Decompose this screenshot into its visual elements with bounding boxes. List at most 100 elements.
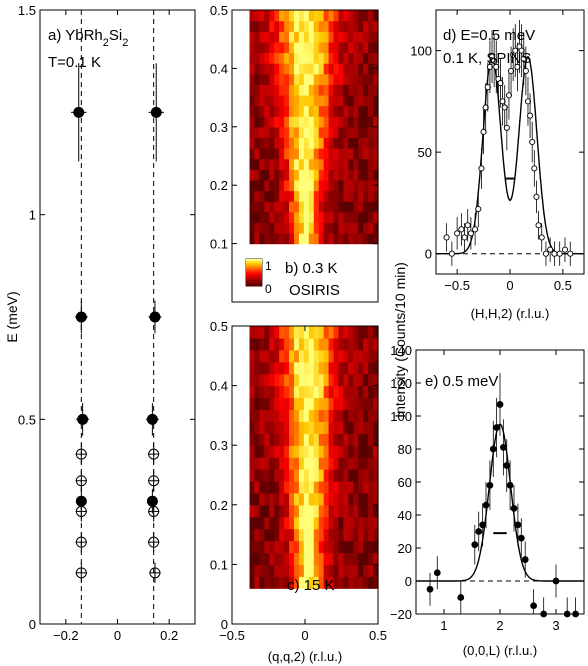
heatmap-cell xyxy=(308,469,315,482)
heatmap-cell xyxy=(284,63,290,75)
heatmap-cell xyxy=(333,63,340,75)
heatmap-cell xyxy=(328,10,335,22)
heatmap-cell xyxy=(274,10,280,22)
heatmap-cell xyxy=(348,222,354,234)
colorbar-step xyxy=(246,276,262,279)
heatmap-cell xyxy=(284,552,290,565)
heatmap-cell xyxy=(289,492,295,506)
heatmap-cell xyxy=(293,201,300,213)
heatmap-cell xyxy=(343,10,349,22)
data-point xyxy=(486,63,493,70)
heatmap-cell xyxy=(264,211,270,223)
heatmap-cell xyxy=(368,158,374,170)
heatmap-cell xyxy=(289,349,295,363)
heatmap-cell xyxy=(348,326,354,339)
heatmap-cell xyxy=(289,469,295,482)
heatmap-cell xyxy=(363,528,369,542)
heatmap-cell xyxy=(333,385,340,399)
heatmap-cell xyxy=(358,540,364,554)
heatmap-cell xyxy=(343,349,349,363)
heatmap-cell xyxy=(368,105,374,117)
heatmap-cell xyxy=(338,116,345,128)
heatmap-cell xyxy=(323,148,330,160)
heatmap-cell xyxy=(343,179,349,192)
heatmap-cell xyxy=(279,409,285,422)
heatmap-cell xyxy=(308,201,315,213)
panel-d-fit xyxy=(436,55,584,255)
heatmap-cell xyxy=(269,397,275,411)
heatmap-cell xyxy=(308,540,315,554)
heatmap-cell xyxy=(338,158,345,170)
heatmap-cell xyxy=(363,126,369,139)
heatmap-cell xyxy=(358,169,364,181)
heatmap-cell xyxy=(363,105,369,117)
heatmap-cell xyxy=(274,222,280,234)
heatmap-cell xyxy=(264,94,270,107)
y-tick-label: 60 xyxy=(398,475,412,490)
heatmap-cell xyxy=(264,552,270,565)
heatmap-cell xyxy=(333,73,340,85)
heatmap-cell xyxy=(284,116,290,128)
heatmap-cell xyxy=(298,105,305,117)
heatmap-cell xyxy=(338,20,345,32)
heatmap-cell xyxy=(269,73,275,85)
heatmap-cell xyxy=(269,469,275,482)
heatmap-cell xyxy=(318,52,325,64)
x-tick-label: 3 xyxy=(552,618,559,633)
y-tick-label: 0.5 xyxy=(210,319,228,334)
heatmap-cell xyxy=(323,457,330,470)
heatmap-cell xyxy=(373,190,379,202)
heatmap-cell xyxy=(373,492,379,506)
heatmap-cell xyxy=(338,576,345,589)
heatmap-cell xyxy=(313,232,320,245)
heatmap-cell xyxy=(328,445,335,458)
heatmap-cell xyxy=(274,148,280,160)
data-point xyxy=(479,521,487,529)
heatmap-cell xyxy=(284,20,290,32)
heatmap-cell xyxy=(298,158,305,170)
heatmap-cell xyxy=(254,63,261,75)
y-tick-label: 120 xyxy=(390,376,412,391)
heatmap-cell xyxy=(269,41,275,54)
heatmap-cell xyxy=(259,84,265,96)
panel-e-label: e) 0.5 meV xyxy=(425,373,498,390)
heatmap-cell xyxy=(328,337,335,351)
heatmap-cell xyxy=(323,126,330,139)
heatmap-cell xyxy=(353,148,359,160)
heatmap-cell xyxy=(249,31,256,43)
heatmap-cell xyxy=(363,41,369,54)
heatmap-cell xyxy=(343,94,349,107)
heatmap-cell xyxy=(328,469,335,482)
heatmap-cell xyxy=(313,421,320,434)
heatmap-cell xyxy=(353,52,359,64)
heatmap-cell xyxy=(264,137,270,149)
heatmap-cell xyxy=(249,222,256,234)
data-point xyxy=(454,230,461,237)
heatmap-cell xyxy=(254,492,261,506)
heatmap-cell xyxy=(328,148,335,160)
heatmap-cell xyxy=(358,564,364,577)
heatmap-cell xyxy=(313,116,320,128)
panel-d: −0.5 0 0.5 0 50 100 d) E=0.5 meV 0.1 K, SPINS… xyxy=(410,9,585,321)
panel-a-ticks: −0.2 0 0.2 0 0.5 1 1.5 xyxy=(18,3,195,643)
heatmap-cell xyxy=(284,326,290,339)
heatmap-cell xyxy=(269,385,275,399)
heatmap-cell xyxy=(373,52,379,64)
data-point xyxy=(148,475,160,487)
heatmap-cell xyxy=(348,179,354,192)
heatmap-cell xyxy=(353,31,359,43)
y-tick-label: 0.2 xyxy=(210,498,228,513)
heatmap-cell xyxy=(363,433,369,446)
heatmap-cell xyxy=(259,361,265,375)
heatmap-cell xyxy=(373,421,379,434)
heatmap-cell xyxy=(368,337,374,351)
heatmap-cell xyxy=(293,457,300,470)
heatmap-cell xyxy=(313,73,320,85)
data-point xyxy=(491,57,498,64)
heatmap-cell xyxy=(303,349,310,363)
heatmap-cell xyxy=(363,84,369,96)
heatmap-cell xyxy=(348,421,354,434)
y-tick-label: 0 xyxy=(221,617,228,632)
heatmap-cell xyxy=(264,158,270,170)
heatmap-cell xyxy=(274,169,280,181)
